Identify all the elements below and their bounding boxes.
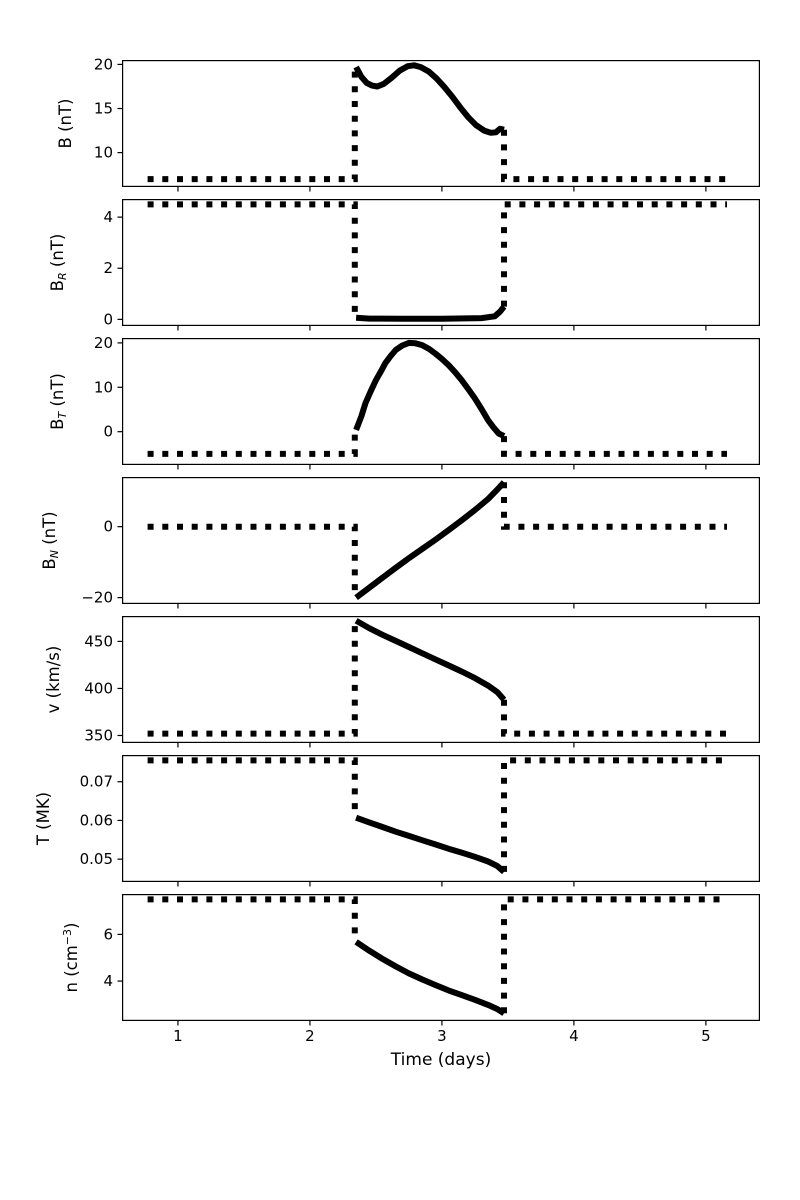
y-tick-label: 20 [94, 334, 113, 352]
y-tick-label: 4 [103, 208, 113, 226]
event-solid-curve [355, 814, 506, 875]
y-axis-label-part: N [48, 550, 61, 558]
y-tick-label: 20 [94, 55, 113, 73]
axes-frame [121, 893, 760, 1021]
y-axis-label-part: R [56, 272, 69, 280]
ambient-dotted-pre [147, 896, 358, 942]
axes-frame [121, 199, 760, 327]
panel-B_T: 0 10 20 BT (nT) [48, 334, 760, 470]
event-solid-curve [353, 339, 506, 439]
ambient-dotted-pre [147, 429, 358, 457]
axes-frame [121, 59, 760, 188]
ambient-dotted-post [501, 129, 727, 183]
y-axis-label-part: (nT) [48, 234, 67, 273]
ambient-dotted-post [501, 699, 727, 737]
ambient-dotted-pre [147, 67, 358, 183]
ambient-dotted-post [501, 896, 727, 1014]
y-axis-label-part: B [56, 137, 75, 148]
y-tick-label: 0.06 [80, 811, 113, 829]
y-axis-label-part: n (cm [62, 945, 81, 992]
ambient-dotted-post [501, 757, 727, 872]
axes-frame [121, 615, 760, 743]
y-tick-label: 15 [94, 100, 113, 118]
axes-frame [121, 477, 760, 605]
panel-B: 10 15 20 B (nT) [56, 55, 760, 192]
axes-frame [121, 338, 760, 466]
y-axis-label-part: v (km/s) [44, 646, 63, 714]
y-axis-label: BR (nT) [48, 234, 69, 292]
y-tick-label: −20 [81, 589, 113, 607]
y-axis-label-part: T [56, 411, 69, 419]
ambient-dotted-post [501, 482, 727, 530]
ambient-dotted-post [501, 436, 727, 457]
y-tick-label: 400 [84, 679, 113, 697]
ambient-dotted-pre [147, 201, 358, 318]
panel-B_N: −20 0 BN (nT) [40, 477, 760, 609]
x-tick-label: 3 [437, 1027, 447, 1045]
y-axis-label-part: T (MK) [34, 792, 53, 846]
y-tick-label: 0.05 [80, 850, 113, 868]
ambient-dotted-pre [147, 523, 358, 598]
x-tick-label: 2 [305, 1027, 315, 1045]
y-axis-label-part: B [40, 558, 59, 569]
y-tick-label: 6 [103, 925, 113, 943]
y-axis-label-part: (nT) [56, 99, 75, 138]
x-tick-label: 4 [569, 1027, 579, 1045]
x-tick-label: 1 [173, 1027, 183, 1045]
ambient-dotted-pre [147, 757, 358, 818]
event-solid-curve [354, 939, 506, 1016]
y-axis-label-part: B [48, 419, 67, 430]
y-tick-label: 0 [103, 310, 113, 328]
y-axis-label: v (km/s) [44, 646, 63, 714]
y-tick-label: 4 [103, 972, 113, 990]
y-axis-label: BT (nT) [48, 373, 69, 430]
x-axis-title: Time (days) [390, 1050, 491, 1070]
panel-n: 4 6 n (cm−3) [61, 893, 760, 1026]
event-solid-curve [355, 304, 507, 322]
y-axis-label: n (cm−3) [61, 923, 81, 993]
axes-frame [121, 754, 760, 882]
panel-v: 350 400 450 v (km/s) [44, 615, 760, 748]
y-tick-label: 0.07 [80, 773, 113, 791]
ambient-dotted-pre [147, 620, 358, 737]
y-axis-label-part: B [48, 280, 67, 291]
y-axis-label: T (MK) [34, 792, 53, 846]
panel-T: 0.05 0.06 0.07 T (MK) [34, 754, 760, 887]
ambient-dotted-post [501, 201, 727, 307]
y-tick-label: 350 [84, 726, 113, 744]
y-tick-label: 450 [84, 632, 113, 650]
y-axis-label-part: (nT) [40, 511, 59, 550]
y-tick-label: 2 [103, 259, 113, 277]
y-axis-label-part: ) [62, 923, 81, 929]
y-tick-label: 0 [103, 423, 113, 441]
y-axis-label-part: (nT) [48, 373, 67, 412]
y-axis-label-part: −3 [61, 929, 74, 945]
y-tick-label: 0 [103, 518, 113, 536]
y-axis-label: B (nT) [56, 99, 75, 149]
event-solid-curve [353, 62, 505, 136]
event-solid-curve [354, 480, 507, 600]
y-axis-label: BN (nT) [40, 511, 61, 569]
panel-B_R: 0 2 4 BR (nT) [48, 199, 760, 331]
x-tick-label: 5 [701, 1027, 711, 1045]
y-tick-label: 10 [94, 144, 113, 162]
event-solid-curve [354, 618, 507, 702]
y-tick-label: 10 [94, 378, 113, 396]
